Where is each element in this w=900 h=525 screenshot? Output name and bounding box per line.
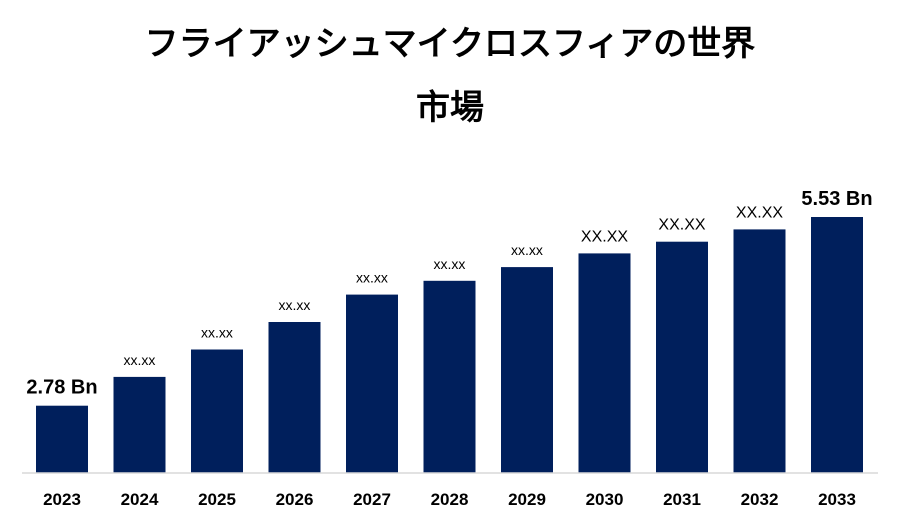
x-tick-labels-group: 2023 2024 2025 2026 2027 2028 2029 2030 2031 2032… <box>43 490 856 509</box>
x-tick-label-2024: 2024 <box>121 490 159 509</box>
chart-title-line-2: 市場 <box>416 88 484 128</box>
bar-2026 <box>268 322 321 473</box>
x-tick-label-2031: 2031 <box>663 490 701 509</box>
data-label-2027: xx.xx <box>356 270 388 286</box>
bar-2023 <box>36 405 88 473</box>
data-label-2026: xx.xx <box>279 297 311 313</box>
x-tick-label-2030: 2030 <box>586 490 624 509</box>
x-tick-label-2033: 2033 <box>818 490 856 509</box>
bar-2033 <box>811 217 863 473</box>
x-tick-label-2028: 2028 <box>431 490 469 509</box>
chart-title-line-1: フライアッシュマイクロスフィアの世界 <box>144 24 756 64</box>
data-label-2025: xx.xx <box>201 325 233 341</box>
data-label-2033: 5.53 Bn <box>801 188 872 210</box>
bar-2024 <box>113 376 166 473</box>
bar-2027 <box>346 294 398 473</box>
x-tick-label-2027: 2027 <box>353 490 391 509</box>
bar-2031 <box>656 241 708 473</box>
x-tick-label-2032: 2032 <box>741 490 779 509</box>
x-tick-label-2025: 2025 <box>198 490 236 509</box>
data-label-2030: XX.XX <box>581 228 628 245</box>
bars-group <box>36 217 863 473</box>
x-tick-label-2026: 2026 <box>276 490 314 509</box>
data-label-2023: 2.78 Bn <box>26 377 97 399</box>
data-label-2029: xx.xx <box>511 242 543 258</box>
data-label-2024: xx.xx <box>124 352 156 368</box>
data-label-2032: XX.XX <box>736 204 783 221</box>
x-tick-label-2023: 2023 <box>43 490 81 509</box>
bar-2032 <box>733 229 786 473</box>
x-tick-label-2029: 2029 <box>508 490 546 509</box>
bar-2025 <box>191 349 243 473</box>
bar-2030 <box>578 253 631 473</box>
bar-2029 <box>501 267 553 473</box>
data-labels-group: 2.78 Bn xx.xx xx.xx xx.xx xx.xx xx.xx xx.xx XX.… <box>26 188 872 399</box>
data-label-2028: xx.xx <box>434 256 466 272</box>
bar-2028 <box>423 280 476 473</box>
data-label-2031: XX.XX <box>658 217 705 234</box>
